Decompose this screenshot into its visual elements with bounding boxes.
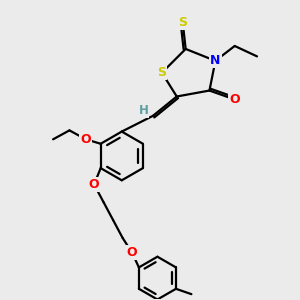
Text: O: O	[230, 93, 240, 106]
Text: N: N	[210, 54, 220, 67]
Text: O: O	[80, 133, 91, 146]
Text: S: S	[158, 66, 166, 79]
Text: O: O	[89, 178, 99, 191]
Text: H: H	[139, 104, 148, 117]
Text: O: O	[127, 246, 137, 259]
Text: S: S	[178, 16, 187, 29]
